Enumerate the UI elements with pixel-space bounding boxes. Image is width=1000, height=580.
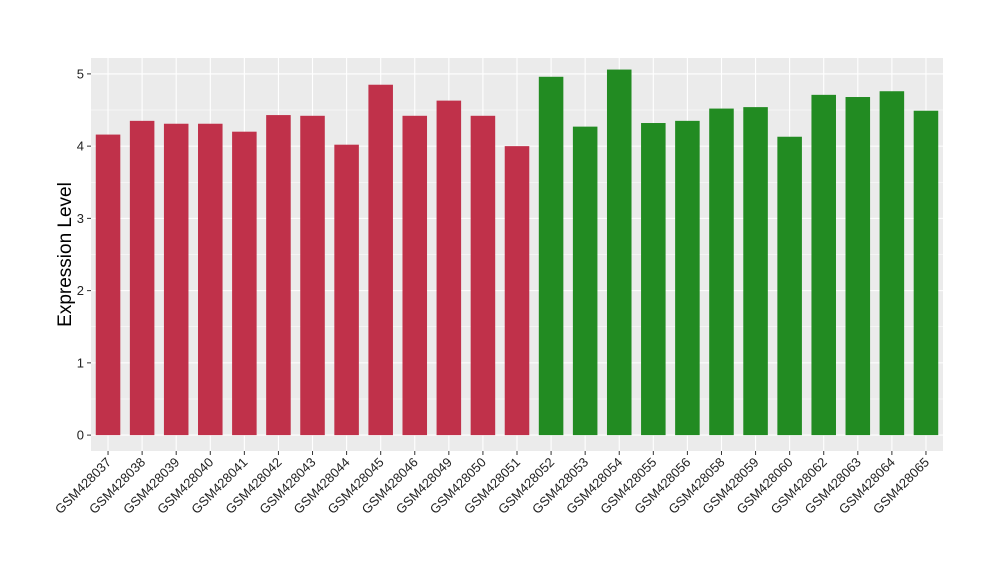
y-axis-title: Expression Level xyxy=(55,182,76,327)
y-tick-label: 1 xyxy=(77,355,84,370)
bar xyxy=(845,97,871,436)
x-axis: GSM428037GSM428038GSM428039GSM428040GSM4… xyxy=(52,451,932,517)
y-tick-label: 4 xyxy=(77,139,84,154)
bar xyxy=(879,91,905,436)
bar xyxy=(572,126,598,436)
y-tick-label: 0 xyxy=(77,428,84,443)
bar xyxy=(198,123,223,436)
bar xyxy=(913,110,939,436)
y-tick-label: 2 xyxy=(77,283,84,298)
bar xyxy=(334,144,359,436)
bar xyxy=(232,131,257,436)
bar xyxy=(811,94,836,436)
bar xyxy=(675,120,700,436)
bar xyxy=(129,120,155,436)
bar xyxy=(743,107,768,436)
bar xyxy=(95,134,121,436)
y-tick-label: 3 xyxy=(77,211,84,226)
bar xyxy=(402,115,428,436)
bar xyxy=(470,115,496,436)
bar xyxy=(300,115,325,436)
y-tick-label: 5 xyxy=(77,66,84,81)
bar xyxy=(266,115,291,436)
bar xyxy=(436,100,462,436)
bar xyxy=(163,123,189,436)
bar xyxy=(709,108,734,436)
bar xyxy=(538,76,564,436)
bar xyxy=(606,69,632,436)
bar xyxy=(641,123,666,436)
bar xyxy=(368,84,393,436)
bar xyxy=(504,146,530,436)
y-axis: 0 1 2 3 4 5 xyxy=(77,66,91,443)
bar xyxy=(777,136,802,436)
bars xyxy=(95,69,939,436)
